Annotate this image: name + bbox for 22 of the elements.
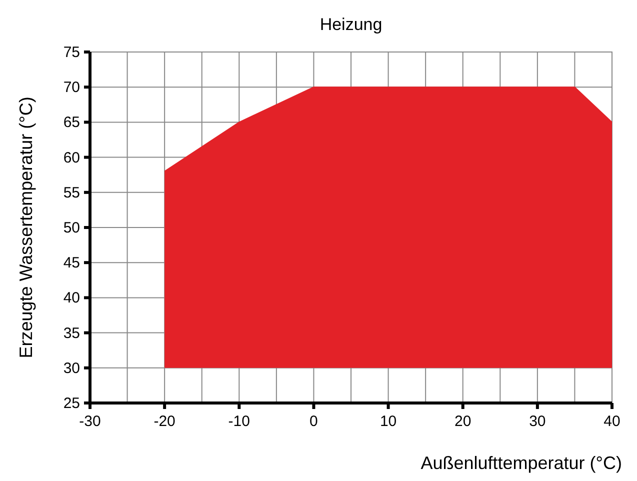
x-tick-label: -20 — [154, 413, 176, 430]
y-tick-label: 75 — [63, 44, 80, 61]
y-tick-label: 30 — [63, 360, 80, 377]
x-tick-label: 30 — [529, 413, 546, 430]
x-tick-label: 40 — [604, 413, 620, 430]
y-tick-label: 40 — [63, 290, 80, 307]
x-axis-title: Außenlufttemperatur (°C) — [420, 453, 622, 473]
y-tick-label: 45 — [63, 254, 80, 272]
y-tick-label: 50 — [63, 220, 80, 236]
y-tick-label: 65 — [63, 114, 80, 132]
chart-title: Heizung — [320, 15, 382, 34]
y-tick-label: 70 — [63, 79, 80, 96]
x-tick-label: -30 — [79, 413, 101, 430]
x-tick-label: 20 — [454, 413, 472, 430]
y-tick-label: 35 — [63, 324, 80, 342]
x-tick-label: 0 — [310, 413, 318, 430]
x-tick-label: -10 — [228, 413, 250, 430]
y-tick-label: 60 — [63, 149, 80, 166]
x-tick-label: 10 — [380, 413, 397, 430]
y-tick-label: 55 — [63, 184, 80, 202]
y-tick-label: 25 — [63, 395, 80, 412]
y-axis-title: Erzeugte Wassertemperatur (°C) — [16, 96, 36, 358]
